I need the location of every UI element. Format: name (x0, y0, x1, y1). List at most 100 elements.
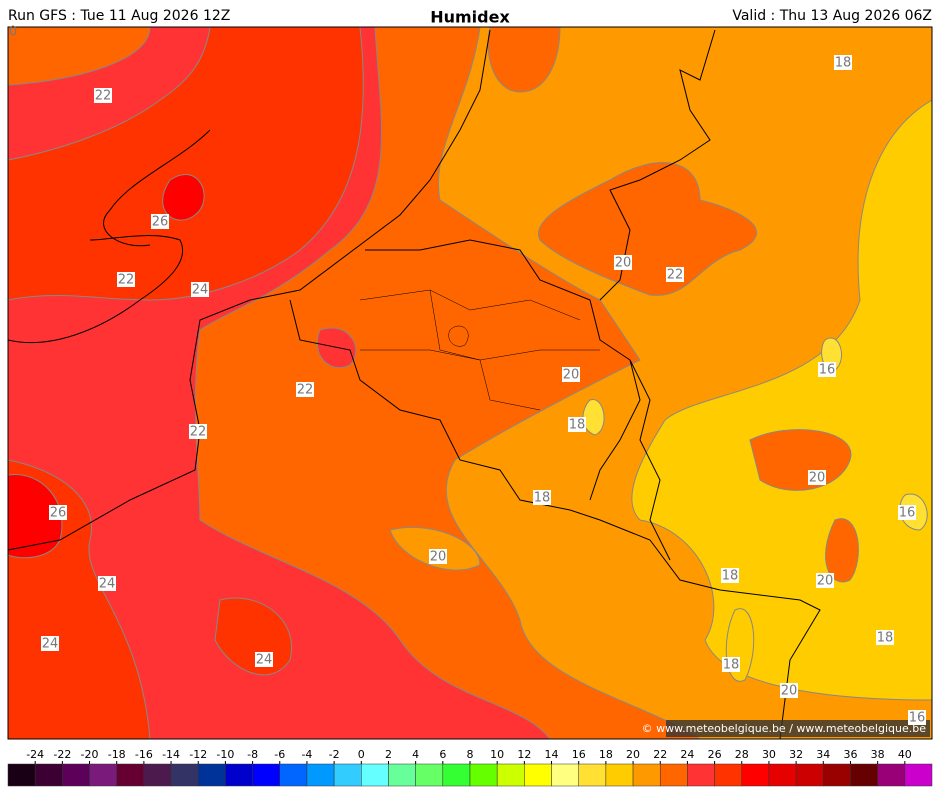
colorbar-cell (62, 763, 90, 787)
contour-label: 22 (297, 383, 314, 398)
colorbar-tick-label: 28 (735, 748, 749, 761)
colorbar-tick-label: -20 (81, 748, 99, 761)
colorbar-cell (34, 763, 63, 787)
contour-label-box (98, 576, 116, 591)
colorbar-tick-label: -10 (216, 748, 234, 761)
contour-label-box (876, 630, 894, 645)
colorbar-tick-label: 40 (898, 748, 912, 761)
colorbar-cell (225, 763, 253, 787)
contour-label: 18 (835, 56, 852, 71)
contour-label: 16 (899, 506, 916, 521)
colorbar-cell (741, 763, 770, 787)
map (8, 27, 932, 739)
colorbar-cell (877, 763, 906, 787)
contour-label: 24 (256, 653, 273, 668)
contour-label: 24 (192, 283, 209, 298)
field (825, 518, 859, 583)
colorbar-tick-label: -14 (162, 748, 180, 761)
colorbar-cell (632, 763, 661, 787)
colorbar-cell (279, 763, 308, 787)
colorbar-cell (7, 763, 36, 787)
contour-label-box (722, 657, 740, 672)
contour-label: 20 (615, 256, 632, 271)
contour-label-box (255, 652, 273, 667)
contour-label: 18 (534, 491, 551, 506)
colorbar-cell (143, 763, 172, 787)
colorbar-cell (904, 763, 933, 787)
colorbar-tick-label: 24 (680, 748, 694, 761)
colorbar-tick-label: 10 (490, 748, 504, 761)
colorbar-tick-label: -2 (329, 748, 340, 761)
contour-label: 18 (877, 631, 894, 646)
contour-label: 0 (9, 25, 17, 40)
colorbar-cell (823, 763, 851, 787)
colorbar-tick-label: 34 (816, 748, 830, 761)
map-frame (7, 26, 933, 740)
colorbar-cell (469, 763, 498, 787)
colorbar-tick-label: -12 (189, 748, 207, 761)
run-label: Run GFS : Tue 11 Aug 2026 12Z (8, 8, 230, 24)
contour-label: 18 (723, 658, 740, 673)
colorbar-tick-label: -24 (26, 748, 44, 761)
colorbar-tick-label: 12 (517, 748, 531, 761)
colorbar-tick-label: 38 (871, 748, 885, 761)
credit-box (666, 720, 930, 737)
colorbar-tick-label: 36 (843, 748, 857, 761)
field (8, 27, 364, 301)
title: Humidex (430, 8, 510, 27)
contour-label-box (191, 282, 209, 297)
colorbar-tick-label: 20 (626, 748, 640, 761)
colorbar-tick-label: 30 (762, 748, 776, 761)
colorbar-tick-label: 6 (439, 748, 446, 761)
provinces (359, 289, 600, 411)
colorbar-cell (306, 763, 335, 787)
colorbar-tick-label: 0 (358, 748, 365, 761)
colorbar-cell (850, 763, 878, 787)
contour-label: 20 (781, 684, 798, 699)
contour-label-box (834, 55, 852, 70)
colorbar-cell (524, 763, 552, 787)
colorbar-tick-label: 4 (412, 748, 419, 761)
contour-label-box (780, 683, 798, 698)
colorbar-tick-label: 14 (545, 748, 559, 761)
credit: © www.meteobelgique.be / www.meteobelgiq… (642, 722, 927, 735)
colorbar-cell (415, 763, 444, 787)
contour-label: 22 (95, 89, 112, 104)
contour-label: 26 (152, 215, 169, 230)
colorbar-cell (170, 763, 199, 787)
contour-label-box (562, 367, 580, 382)
valid-label: Valid : Thu 13 Aug 2026 06Z (732, 8, 932, 24)
contour-label: 24 (42, 637, 59, 652)
contour-label: 18 (722, 569, 739, 584)
contour-label-box (533, 490, 551, 505)
contour-label-box (151, 214, 169, 229)
contour-label: 16 (909, 711, 926, 726)
contour-label-box (568, 417, 586, 432)
contour-label: 22 (667, 268, 684, 283)
contour-label-box (614, 255, 632, 270)
colorbar-tick-label: -6 (274, 748, 285, 761)
field (537, 162, 757, 296)
colorbar-cell (361, 763, 389, 787)
colorbar-cell (388, 763, 416, 787)
contour-label-box (818, 362, 836, 377)
contour-label: 20 (817, 574, 834, 589)
borders (8, 29, 821, 739)
field (8, 27, 151, 86)
field (582, 399, 605, 436)
colorbar-cell (714, 763, 743, 787)
contour-label-box (666, 267, 684, 282)
contour-label: 24 (99, 577, 116, 592)
colorbar-tick-label: 22 (653, 748, 667, 761)
field (389, 526, 481, 571)
colorbar-tick-label: 16 (572, 748, 586, 761)
colorbar-cell (659, 763, 688, 787)
colorbar-tick-label: 26 (708, 748, 722, 761)
contour-label: 22 (118, 273, 135, 288)
contour-label-box (808, 470, 826, 485)
colorbar-tick-label: -4 (301, 748, 312, 761)
contour-label-box (94, 88, 112, 103)
contour-label-box (117, 272, 135, 287)
